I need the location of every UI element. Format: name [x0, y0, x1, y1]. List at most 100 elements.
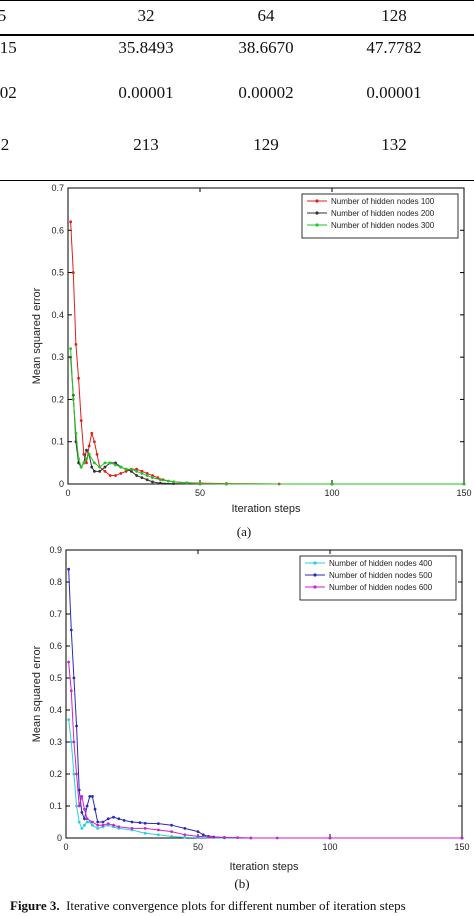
- legend-marker: [315, 223, 319, 227]
- data-point: [88, 795, 92, 798]
- chart-b: Mean squared error Iteration steps 0 0.1 0…: [31, 545, 470, 873]
- data-point: [140, 469, 144, 473]
- data-point: [77, 788, 81, 792]
- results-table: 5 32 64 128 415 35.8493 38.6670 47.7782 …: [0, 0, 474, 186]
- data-point: [159, 481, 162, 485]
- chart-a: Mean squared error Iteration steps 0 0.1 0…: [31, 183, 472, 515]
- data-point: [75, 804, 78, 808]
- data-point: [328, 836, 332, 840]
- legend-entry: Number of hidden nodes 200: [331, 209, 435, 218]
- data-point: [114, 463, 117, 467]
- series-line-2: [68, 569, 462, 839]
- y-tick-label: 0.3: [51, 352, 64, 362]
- data-point: [74, 431, 78, 435]
- data-point: [157, 828, 160, 832]
- data-point: [85, 817, 89, 821]
- data-point: [69, 628, 73, 632]
- y-tick-label: 0.4: [49, 705, 62, 715]
- table-cell: 47.7782: [366, 38, 422, 57]
- data-point: [103, 465, 107, 469]
- series-line-2: [70, 357, 464, 485]
- legend-marker: [313, 561, 317, 565]
- data-point: [72, 676, 76, 680]
- data-point: [72, 740, 76, 744]
- table-bottom-rule: [0, 180, 474, 181]
- legend-entry: Number of hidden nodes 400: [329, 559, 433, 568]
- data-point: [80, 811, 84, 814]
- data-point: [80, 827, 84, 830]
- data-point: [108, 461, 112, 465]
- subfigure-label-a: (a): [236, 524, 252, 539]
- data-point: [129, 469, 133, 473]
- data-point: [183, 835, 187, 839]
- x-tick-label: 0: [65, 488, 70, 498]
- data-point: [93, 461, 96, 465]
- legend-marker: [313, 573, 317, 577]
- table-cell: 132: [381, 135, 407, 154]
- data-point: [98, 465, 102, 469]
- data-point: [93, 807, 97, 811]
- data-point: [106, 822, 110, 825]
- y-tick-label: 0.6: [49, 641, 62, 651]
- table-cell: 002: [0, 83, 17, 102]
- x-tick-label: 0: [63, 842, 68, 852]
- data-point: [185, 481, 189, 485]
- data-point: [74, 343, 78, 346]
- data-point: [157, 833, 160, 837]
- data-point: [157, 822, 160, 825]
- data-point: [122, 819, 126, 822]
- data-point: [90, 431, 94, 435]
- data-point: [124, 467, 128, 471]
- series-line-1: [68, 719, 462, 839]
- table-header-cell: 5: [0, 6, 7, 25]
- table-cell: 0.00001: [118, 83, 174, 102]
- data-point: [96, 823, 100, 827]
- table-cell: 35.8493: [118, 38, 174, 57]
- data-point: [145, 474, 149, 477]
- legend-marker: [315, 199, 319, 203]
- x-tick-label: 50: [193, 842, 203, 852]
- data-point: [143, 827, 147, 830]
- data-point: [151, 474, 154, 477]
- data-point: [83, 817, 86, 821]
- legend-marker: [313, 585, 317, 589]
- data-point: [138, 821, 142, 825]
- data-point: [145, 472, 149, 475]
- y-tick-label: 0: [59, 479, 64, 489]
- data-point: [119, 472, 123, 475]
- data-point: [90, 465, 94, 469]
- data-point: [71, 271, 75, 274]
- data-point: [225, 482, 228, 486]
- y-tick-label: 0.7: [49, 609, 62, 619]
- data-point: [101, 823, 105, 827]
- y-tick-label: 0.2: [51, 394, 64, 404]
- data-point: [249, 836, 253, 840]
- data-point: [85, 820, 89, 824]
- data-point: [129, 467, 133, 471]
- data-point: [114, 461, 117, 465]
- data-point: [91, 795, 94, 798]
- data-point: [87, 453, 91, 456]
- x-tick-label: 50: [195, 488, 205, 498]
- data-point: [91, 823, 94, 827]
- data-point: [98, 469, 102, 473]
- data-point: [77, 804, 81, 808]
- data-point: [462, 482, 466, 486]
- data-point: [69, 689, 73, 693]
- y-tick-label: 0.8: [49, 577, 62, 587]
- data-point: [69, 740, 73, 744]
- data-point: [330, 482, 334, 486]
- subfigure-label-b: (b): [234, 876, 250, 891]
- y-tick-label: 0.6: [51, 225, 64, 235]
- y-tick-label: 0.5: [51, 268, 64, 278]
- data-point: [87, 444, 91, 448]
- y-tick-label: 0.4: [51, 310, 64, 320]
- data-point: [79, 419, 83, 422]
- data-point: [82, 461, 86, 465]
- table-cell: 38.6670: [238, 38, 294, 57]
- y-tick-label: 0.3: [49, 737, 62, 747]
- series-line-1: [70, 221, 464, 485]
- data-point: [93, 469, 96, 473]
- data-point: [156, 476, 160, 480]
- data-point: [75, 724, 78, 728]
